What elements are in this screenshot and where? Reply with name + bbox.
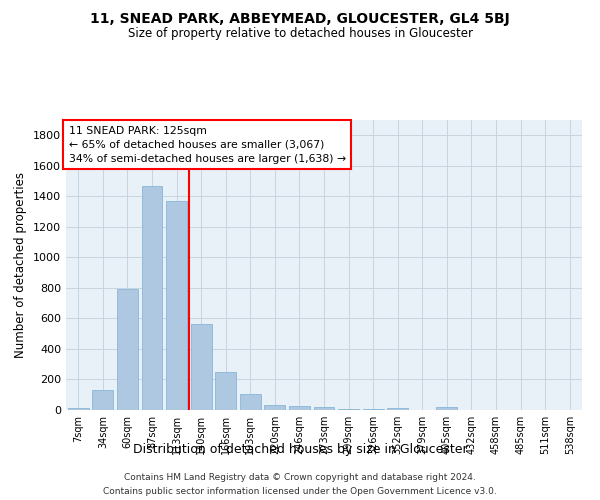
Text: 11 SNEAD PARK: 125sqm
← 65% of detached houses are smaller (3,067)
34% of semi-d: 11 SNEAD PARK: 125sqm ← 65% of detached … (68, 126, 346, 164)
Text: 11, SNEAD PARK, ABBEYMEAD, GLOUCESTER, GL4 5BJ: 11, SNEAD PARK, ABBEYMEAD, GLOUCESTER, G… (90, 12, 510, 26)
Text: Contains public sector information licensed under the Open Government Licence v3: Contains public sector information licen… (103, 488, 497, 496)
Bar (387, 408, 408, 410)
Bar (289, 406, 310, 410)
Bar (314, 407, 334, 410)
Bar (265, 404, 286, 410)
Bar (436, 407, 457, 410)
Text: Contains HM Land Registry data © Crown copyright and database right 2024.: Contains HM Land Registry data © Crown c… (124, 472, 476, 482)
Bar (215, 372, 236, 410)
Bar (338, 409, 359, 410)
Bar (240, 394, 261, 410)
Text: Distribution of detached houses by size in Gloucester: Distribution of detached houses by size … (133, 442, 467, 456)
Bar (117, 288, 138, 410)
Bar (191, 324, 212, 410)
Bar (92, 390, 113, 410)
Y-axis label: Number of detached properties: Number of detached properties (14, 172, 28, 358)
Bar (68, 408, 89, 410)
Bar (362, 409, 383, 410)
Text: Size of property relative to detached houses in Gloucester: Size of property relative to detached ho… (128, 28, 473, 40)
Bar (166, 201, 187, 410)
Bar (142, 186, 163, 410)
